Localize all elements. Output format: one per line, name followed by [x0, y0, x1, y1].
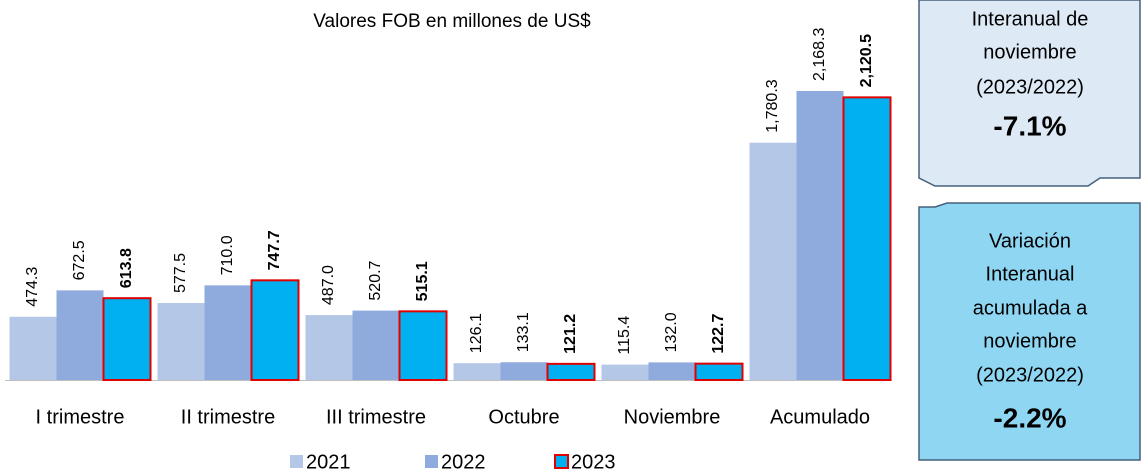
value-label: 710.0: [219, 235, 236, 275]
annotation-text: acumulada a: [973, 297, 1088, 319]
value-label: 613.8: [118, 248, 135, 288]
value-label: 115.4: [616, 316, 633, 355]
bar: [352, 310, 400, 380]
legend-label: 2023: [571, 451, 616, 473]
annotation-text: noviembre: [983, 330, 1076, 352]
value-label: 487.0: [320, 265, 337, 305]
annotation-text: (2023/2022): [976, 76, 1084, 98]
bar: [749, 142, 797, 380]
legend-swatch: [290, 455, 303, 468]
value-label: 1,780.3: [764, 79, 781, 132]
value-label: 747.7: [266, 230, 283, 270]
legend-swatch: [425, 455, 438, 468]
bar: [453, 363, 501, 380]
bar: [648, 362, 696, 380]
bar: [102, 297, 152, 381]
annotation-value: -7.1%: [993, 110, 1066, 141]
value-label: 515.1: [414, 261, 431, 301]
x-tick-label: I trimestre: [36, 406, 125, 428]
value-label: 520.7: [367, 260, 384, 300]
value-label: 474.3: [24, 267, 41, 307]
x-tick-label: III trimestre: [326, 406, 426, 428]
bar: [398, 310, 448, 381]
annotation-box: [918, 0, 1141, 187]
x-tick-label: Acumulado: [770, 406, 870, 428]
annotation-text: Variación: [989, 230, 1071, 252]
bar: [842, 96, 892, 382]
x-tick-label: Noviembre: [624, 406, 721, 428]
x-tick-label: Octubre: [488, 406, 559, 428]
x-tick-label: II trimestre: [181, 406, 275, 428]
annotation-text: (2023/2022): [976, 364, 1084, 386]
legend-label: 2022: [441, 451, 486, 473]
value-label: 577.5: [172, 253, 189, 293]
value-label: 121.2: [562, 314, 579, 354]
value-label: 126.1: [468, 313, 485, 353]
annotation-value: -2.2%: [993, 402, 1066, 433]
bar: [694, 362, 744, 381]
bar: [305, 315, 353, 380]
value-label: 2,168.3: [811, 28, 828, 81]
value-label: 672.5: [71, 240, 88, 280]
annotation-text: noviembre: [983, 41, 1076, 63]
bar: [157, 303, 205, 380]
bar: [601, 364, 649, 380]
bar: [56, 290, 104, 380]
value-label: 133.1: [515, 312, 532, 352]
value-label: 2,120.5: [858, 34, 875, 87]
bar: [500, 362, 548, 380]
legend-label: 2021: [306, 451, 351, 473]
chart-title: Valores FOB en millones de US$: [313, 11, 591, 32]
bar: [546, 362, 596, 381]
value-label: 122.7: [710, 314, 727, 354]
annotation-text: Interanual de: [972, 8, 1089, 30]
legend-swatch: [554, 454, 569, 469]
annotation-text: Interanual: [986, 263, 1075, 285]
bar: [250, 279, 300, 381]
value-label: 132.0: [663, 312, 680, 352]
bar: [9, 316, 57, 380]
bar: [204, 285, 252, 380]
bar: [796, 91, 844, 380]
annotation-box: [918, 202, 1141, 461]
